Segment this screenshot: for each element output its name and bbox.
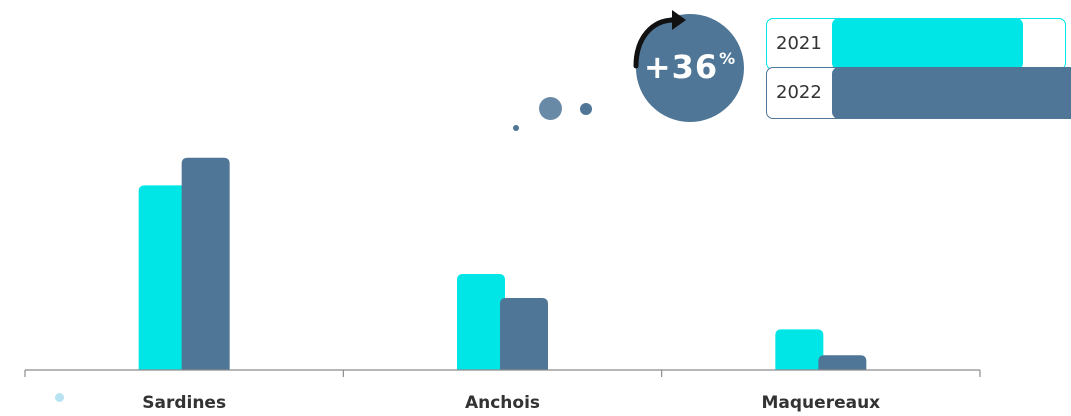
bar-maquereaux-2022 — [818, 355, 867, 370]
legend-item-2022: 2022 — [766, 67, 1071, 119]
x-axis-labels: Sardines Anchois Maquereaux — [142, 393, 880, 413]
growth-unit: % — [719, 49, 737, 68]
bar-sardines-2022 — [181, 157, 230, 370]
bar-anchois-2021 — [457, 274, 505, 370]
decorative-dot-small — [513, 125, 519, 131]
legend-item-2021: 2021 — [766, 18, 1066, 70]
decorative-dot-large — [539, 97, 562, 120]
x-axis-ticks — [24, 370, 981, 377]
legend-label-2022: 2022 — [776, 82, 822, 103]
x-tick-label-anchois: Anchois — [465, 393, 540, 413]
decorative-dot-medium — [580, 103, 592, 115]
legend-label-2021: 2021 — [776, 33, 822, 54]
decorative-dot-cyan — [55, 393, 64, 402]
legend-swatch-2022 — [832, 67, 1071, 119]
x-tick-label-maquereaux: Maquereaux — [762, 393, 881, 413]
growth-badge-text: +36% — [636, 48, 744, 86]
bar-maquereaux-2021 — [775, 329, 824, 370]
bar-anchois-2022 — [500, 298, 548, 370]
legend-swatch-2021 — [832, 18, 1023, 70]
x-tick-label-sardines: Sardines — [142, 393, 226, 413]
bar-sardines-2021 — [138, 185, 187, 370]
bars-group — [138, 157, 867, 370]
curved-arrow-icon — [633, 10, 686, 69]
growth-badge: +36% — [636, 14, 744, 122]
growth-value: +36 — [643, 48, 719, 86]
